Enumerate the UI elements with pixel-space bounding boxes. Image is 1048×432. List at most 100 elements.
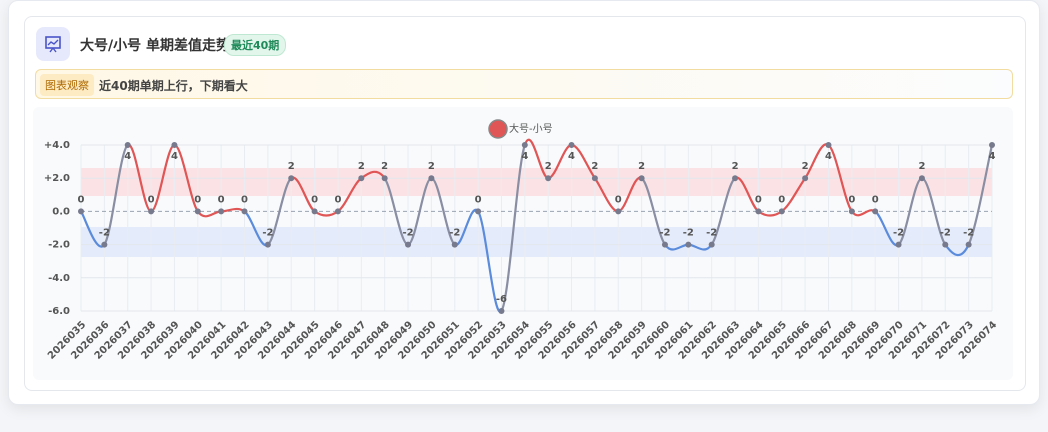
icon-svg <box>45 36 61 53</box>
value-label: -2 <box>449 228 460 239</box>
value-label: -6 <box>496 294 507 305</box>
value-label: 4 <box>171 151 178 162</box>
point <box>708 241 715 248</box>
point <box>802 175 809 182</box>
value-label: -2 <box>262 228 273 239</box>
chart-icon <box>36 27 70 61</box>
value-label: 0 <box>241 194 248 205</box>
value-label: 4 <box>825 151 832 162</box>
value-label: 4 <box>989 151 996 162</box>
value-label: 2 <box>288 161 295 172</box>
point <box>685 241 692 248</box>
value-label: 2 <box>381 161 388 172</box>
point <box>848 208 855 215</box>
legend-label: 大号-小号 <box>509 122 553 135</box>
line-segment <box>103 144 129 246</box>
value-label: -2 <box>963 228 974 239</box>
line-segment <box>967 144 994 246</box>
point <box>124 142 131 148</box>
point <box>381 175 388 182</box>
badge: 最近40期 <box>224 34 287 56</box>
value-label: 0 <box>311 194 318 205</box>
point <box>475 208 482 215</box>
point <box>872 208 879 215</box>
value-label: -2 <box>940 228 951 239</box>
insight-text: 近40期单期上行，下期看大 <box>99 79 248 93</box>
point <box>568 142 575 148</box>
title: 大号/小号 单期差值走势 <box>80 38 230 54</box>
line-segment <box>710 177 736 246</box>
line-segment <box>944 243 970 257</box>
value-label: 2 <box>918 161 925 172</box>
value-label: -2 <box>99 228 110 239</box>
point <box>218 208 225 215</box>
value-label: 0 <box>615 194 622 205</box>
panel: 大号/小号 单期差值走势 最近40期 图表观察 近40期单期上行，下期看大 <box>24 16 1026 391</box>
point <box>825 142 832 148</box>
upper-band <box>81 168 992 196</box>
point <box>498 308 505 314</box>
lower-band <box>81 227 992 257</box>
point <box>264 241 271 248</box>
point <box>965 241 972 248</box>
value-label: 2 <box>638 161 645 172</box>
y-tick-label: -2.0 <box>48 240 70 251</box>
point <box>755 208 762 215</box>
insight-tag: 图表观察 <box>40 74 94 96</box>
value-label: -2 <box>402 228 413 239</box>
value-label: 4 <box>124 151 131 162</box>
point <box>194 208 201 215</box>
value-label: 0 <box>848 194 855 205</box>
y-tick-label: 0.0 <box>52 206 70 217</box>
point <box>171 142 178 148</box>
y-tick-label: +4.0 <box>44 140 70 151</box>
value-label: -2 <box>683 228 694 239</box>
line-segment <box>827 144 853 213</box>
point <box>288 175 295 182</box>
y-tick-label: -4.0 <box>48 273 70 284</box>
point <box>148 208 155 215</box>
value-label: 2 <box>732 161 739 172</box>
value-label: 0 <box>218 194 225 205</box>
point <box>918 175 925 182</box>
value-label: 0 <box>778 194 785 205</box>
point <box>732 175 739 182</box>
value-label: 0 <box>194 194 201 205</box>
y-tick-label: -6.0 <box>48 306 70 317</box>
value-label: 0 <box>78 194 85 205</box>
value-label: 0 <box>475 194 482 205</box>
point <box>778 208 785 215</box>
point <box>895 241 902 248</box>
value-label: 2 <box>591 161 598 172</box>
point <box>311 208 318 215</box>
point <box>591 175 598 182</box>
point <box>942 241 949 248</box>
point <box>334 208 341 215</box>
point <box>638 175 645 182</box>
value-label: 2 <box>802 161 809 172</box>
value-label: 0 <box>334 194 341 205</box>
point <box>241 208 248 215</box>
value-label: 4 <box>568 151 575 162</box>
point <box>358 175 365 182</box>
point <box>451 241 458 248</box>
value-label: 2 <box>428 161 435 172</box>
point <box>615 208 622 215</box>
point <box>521 142 528 148</box>
line-segment <box>500 144 526 312</box>
insight: 图表观察 近40期单期上行，下期看大 <box>35 69 1013 99</box>
point <box>545 175 552 182</box>
point <box>428 175 435 182</box>
point <box>78 208 84 215</box>
y-tick-label: +2.0 <box>44 173 70 184</box>
line-segment <box>267 177 293 246</box>
value-label: -2 <box>706 228 717 239</box>
point <box>405 241 412 248</box>
legend-swatch <box>488 119 508 139</box>
line-segment <box>640 177 666 246</box>
point <box>661 241 668 248</box>
value-label: 0 <box>872 194 879 205</box>
value-label: -2 <box>893 228 904 239</box>
